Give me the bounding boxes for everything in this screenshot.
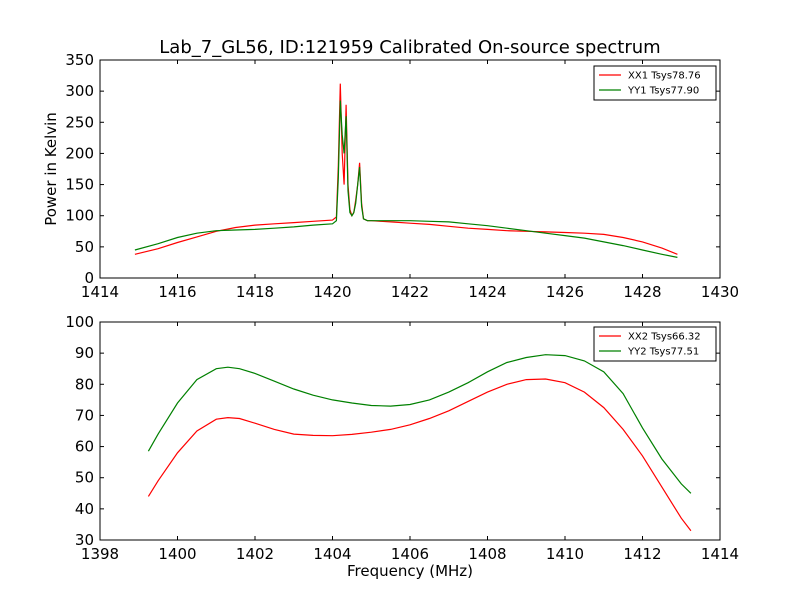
x-tick-label: 1416 xyxy=(158,283,196,301)
y-tick-label: 70 xyxy=(75,406,94,424)
x-tick-label: 1406 xyxy=(391,545,429,563)
y-tick-label: 50 xyxy=(75,469,94,487)
x-tick-label: 1402 xyxy=(236,545,274,563)
legend-label: XX1 Tsys78.76 xyxy=(628,71,701,82)
y-tick-label: 350 xyxy=(65,51,94,69)
bottom-panel: 1398 1400 1402 1404 1406 1408 1410 1412 1414 30 40… xyxy=(65,313,739,580)
x-tick-label: 1420 xyxy=(313,283,351,301)
y-tick-label: 150 xyxy=(65,176,94,194)
series-line-2-1 xyxy=(147,378,692,532)
y-tick-label: 100 xyxy=(65,313,94,331)
series-line-1-2 xyxy=(134,100,678,258)
x-tick-label: 1410 xyxy=(546,545,584,563)
x-tick-label: 1400 xyxy=(158,545,196,563)
x-axis-label: Frequency (MHz) xyxy=(347,562,473,580)
y-tick-label: 30 xyxy=(75,531,94,549)
y-tick-label: 300 xyxy=(65,82,94,100)
figure-title: Lab_7_GL56, ID:121959 Calibrated On-sour… xyxy=(159,37,660,58)
series-line-2-2 xyxy=(147,354,692,494)
x-tick-label: 1428 xyxy=(623,283,661,301)
legend-box xyxy=(593,326,717,362)
y-tick-label: 250 xyxy=(65,113,94,131)
x-tick-label: 1412 xyxy=(623,545,661,563)
legend-box xyxy=(593,65,717,101)
x-tick-label: 1408 xyxy=(468,545,506,563)
y-tick-label: 100 xyxy=(65,207,94,225)
x-tick-label: 1414 xyxy=(81,283,119,301)
x-tick-label: 1398 xyxy=(81,545,119,563)
y-tick-label: 40 xyxy=(75,500,94,518)
legend-label: YY1 Tsys77.90 xyxy=(627,86,699,97)
y-tick-label: 80 xyxy=(75,375,94,393)
y-tick-label: 200 xyxy=(65,144,94,162)
x-tick-label: 1426 xyxy=(546,283,584,301)
top-panel: 1414 1416 1418 1420 1422 1424 1426 1428 1430 0 50 1… xyxy=(42,51,739,301)
x-tick-label: 1422 xyxy=(391,283,429,301)
x-tick-label: 1418 xyxy=(236,283,274,301)
legend-label: YY2 Tsys77.51 xyxy=(627,347,699,358)
y-tick-label: 50 xyxy=(75,238,94,256)
y-tick-label: 60 xyxy=(75,438,94,456)
x-tick-label: 1430 xyxy=(701,283,739,301)
legend-label: XX2 Tsys66.32 xyxy=(628,332,701,343)
x-tick-label: 1404 xyxy=(313,545,351,563)
x-tick-label: 1424 xyxy=(468,283,506,301)
y-tick-label: 0 xyxy=(84,269,94,287)
y-axis-label: Power in Kelvin xyxy=(42,112,60,226)
x-tick-label: 1414 xyxy=(701,545,739,563)
y-tick-label: 90 xyxy=(75,344,94,362)
